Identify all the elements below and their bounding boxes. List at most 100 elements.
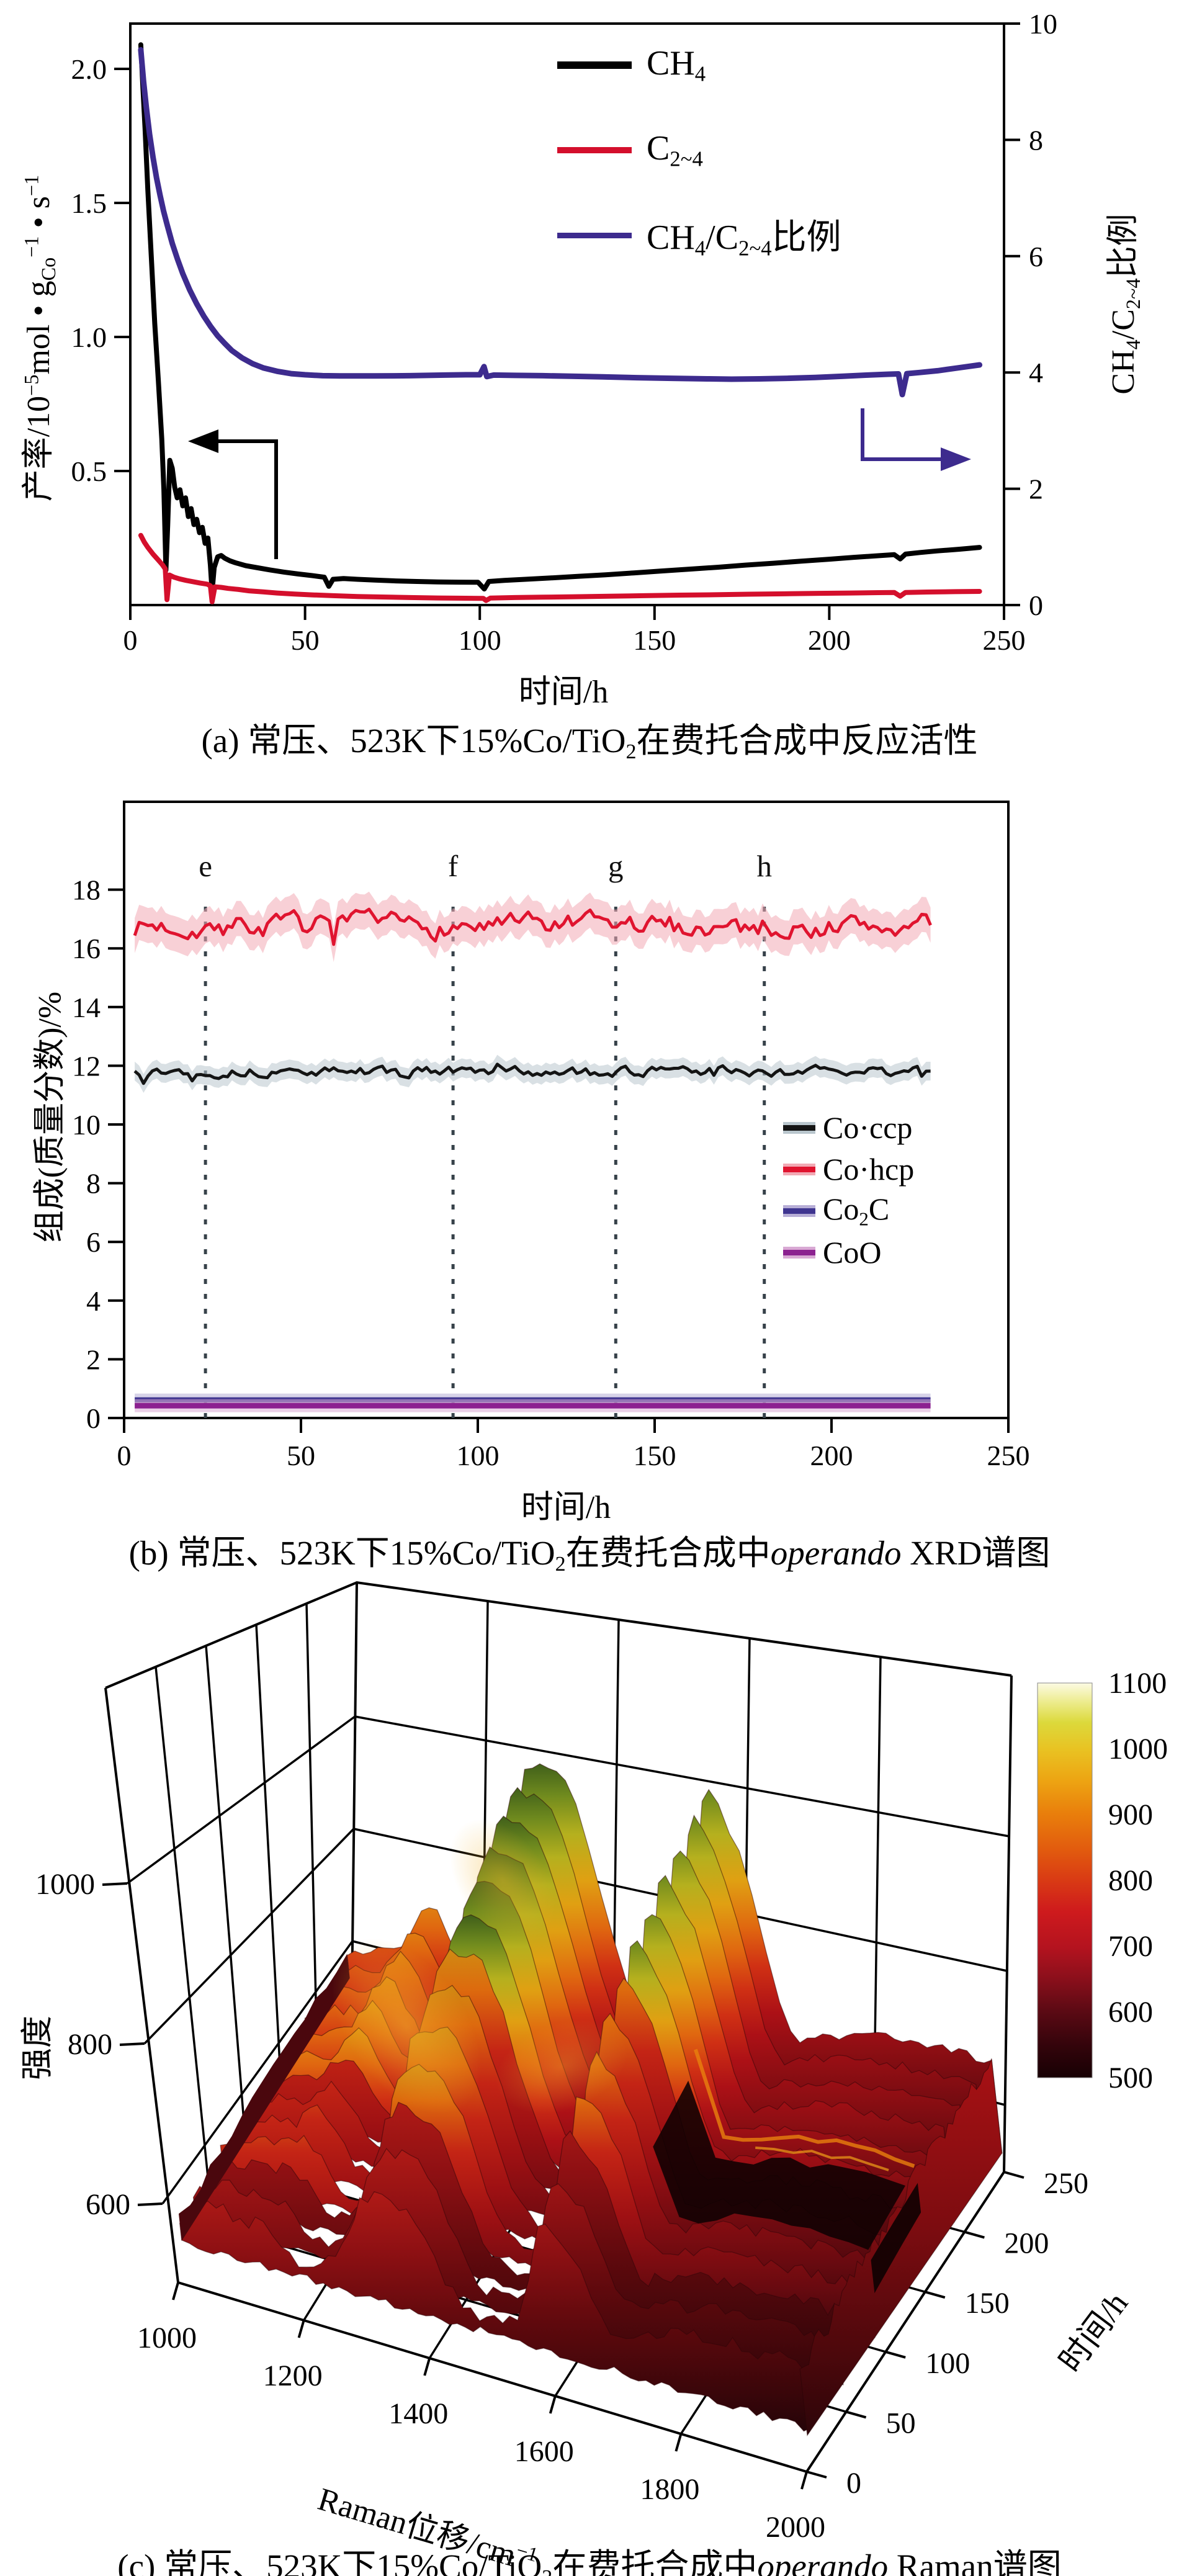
legend-a-item-0: CH4 (557, 43, 841, 87)
raman-axis-line (177, 2281, 807, 2473)
y-left-tick-label: 0.5 (71, 456, 107, 487)
raman-tick-label: 1000 (137, 2322, 197, 2354)
saddle-glow-2 (495, 2019, 628, 2114)
raman-tick (675, 2433, 683, 2452)
colorbar-tick-label: 800 (1108, 1864, 1153, 1897)
raman-tick (423, 2358, 431, 2376)
x-tick-label: 100 (459, 624, 501, 656)
y-tick-label: 0 (86, 1402, 101, 1434)
legend-b-item-0: Co·ccp (783, 1110, 914, 1145)
saddle-glow-1 (449, 1819, 556, 1942)
grid-left-t100 (205, 1645, 249, 2169)
right-face-dark-trough (871, 2183, 921, 2294)
y-left-tick-label: 1.5 (71, 187, 107, 219)
chart-a-y-right-label: CH4/C2~4比例 (1106, 213, 1144, 395)
z-axis-edge (104, 1687, 179, 2283)
raman-surface (179, 1763, 1003, 2436)
y-right-tick-label: 0 (1029, 590, 1043, 621)
x-tick-label: 250 (983, 624, 1026, 656)
legend-b-swatch (783, 1163, 815, 1175)
raman-tick-label: 1800 (640, 2473, 699, 2506)
surface-right-face (799, 2058, 1003, 2436)
y-left-tick-label: 2.0 (71, 53, 107, 85)
raman-tick-label: 1200 (263, 2359, 323, 2392)
z-tick (137, 2202, 163, 2206)
chart-b-caption: (b) 常压、523K下15%Co/TiO2在费托合成中operando XRD… (128, 1534, 1051, 1576)
y-right-tick-label: 10 (1029, 8, 1057, 40)
plateau-dark-trough (653, 2080, 905, 2250)
box-top-edges (105, 1581, 1012, 1689)
plateau-orange-streak-2 (755, 2146, 889, 2171)
legend-a-item-2: CH4/C2~4比例 (557, 213, 841, 261)
time-tick (846, 2410, 867, 2419)
time-tick (964, 2230, 985, 2239)
z-tick (102, 1882, 128, 1886)
legend-b-label: Co2C (823, 1192, 890, 1230)
legend-a-label: CH4/C2~4比例 (647, 218, 841, 261)
band-Co·hcp (135, 891, 931, 963)
chart-a-reaction-activity: 0 50 100 150 200 250 0.5 1.0 1.5 2.0 0 2 4 6 8 10 (71, 8, 1058, 656)
legend-b-label: CoO (823, 1235, 882, 1270)
chart-c-scene: 1000 1200 1400 1600 1800 2000 0 50 100 150 200 250 6… (35, 1581, 1168, 2544)
curve-CH4 (138, 42, 982, 595)
legend-a-item-1: C2~4 (557, 128, 841, 172)
z-tick-label: 600 (86, 2188, 130, 2221)
marker-label-g: g (608, 849, 624, 883)
chart-a-x-label: 时间/h (518, 675, 609, 710)
legend-b-swatch (783, 1205, 815, 1217)
raman-tick-label: 1600 (514, 2435, 574, 2468)
x-tick-label: 200 (808, 624, 851, 656)
raman-tick-label: 1400 (388, 2397, 448, 2430)
left-axis-arrow (200, 439, 278, 559)
time-tick-label: 200 (1004, 2227, 1049, 2260)
time-tick (1003, 2171, 1024, 2179)
curve-CH4/C2~4 (138, 47, 983, 398)
saddle-glow-0 (331, 1938, 482, 2114)
time-tick-label: 150 (965, 2287, 1010, 2320)
chart-c-caption: (c) 常压、523K下15%Co/TiO2在费托合成中operando Ram… (117, 2547, 1062, 2576)
raman-tick (172, 2282, 179, 2300)
legend-b-swatch (783, 1246, 815, 1259)
raman-tick-label: 2000 (766, 2511, 825, 2544)
marker-label-f: f (448, 849, 459, 883)
y-tick-label: 16 (72, 933, 101, 964)
raman-tick (297, 2320, 305, 2338)
legend-b-label: Co·hcp (823, 1152, 915, 1187)
legend-b-label: Co·ccp (823, 1110, 913, 1145)
y-tick-label: 12 (72, 1050, 101, 1082)
time-tick (925, 2291, 946, 2299)
grid-left-t50 (155, 1666, 214, 2226)
curve-C2~4 (138, 532, 982, 604)
legend-b-item-2: Co2C (783, 1192, 914, 1230)
legend-b-swatch-core (783, 1166, 815, 1172)
box-right-edge (1003, 1675, 1013, 2173)
plateau-orange-streak (694, 2049, 915, 2168)
line-Co·hcp (133, 907, 932, 946)
colorbar-tick-label: 700 (1108, 1930, 1153, 1963)
x-tick-label: 0 (117, 1440, 132, 1471)
colorbar-tick-label: 1100 (1108, 1667, 1167, 1700)
y-tick-label: 2 (86, 1344, 101, 1375)
raman-tick (800, 2471, 808, 2490)
time-tick-label: 50 (886, 2407, 916, 2439)
legend-b-swatch-core (783, 1249, 815, 1255)
line-Co·ccp (133, 1062, 931, 1085)
legend-b-item-3: CoO (783, 1235, 914, 1270)
time-tick-label: 0 (846, 2467, 861, 2500)
chart-b-operando-xrd: 0 50 100 150 200 250 0 2 4 6 8 10 12 14 16 18 e f g h (72, 801, 1030, 1471)
surface-left-face (179, 1954, 350, 2241)
y-right-tick-label: 6 (1029, 241, 1043, 272)
colorbar-tick-label: 900 (1108, 1798, 1153, 1831)
y-right-tick-label: 4 (1029, 357, 1043, 388)
y-tick-label: 18 (72, 874, 101, 906)
chart-c-operando-raman-3d: 1000 1200 1400 1600 1800 2000 0 50 100 150 200 250 6… (35, 1581, 1168, 2544)
x-tick-label: 150 (633, 624, 676, 656)
legend-b-swatch-core (783, 1124, 815, 1131)
z-tick-label: 1000 (35, 1868, 95, 1901)
legend-b-swatch-core (783, 1208, 815, 1214)
chart-b-plot: 0 50 100 150 200 250 0 2 4 6 8 10 12 14 16 18 e f g h (72, 801, 1030, 1471)
time-tick (885, 2350, 906, 2359)
grid-left-t200 (305, 1603, 318, 2055)
x-tick-label: 150 (634, 1440, 676, 1471)
